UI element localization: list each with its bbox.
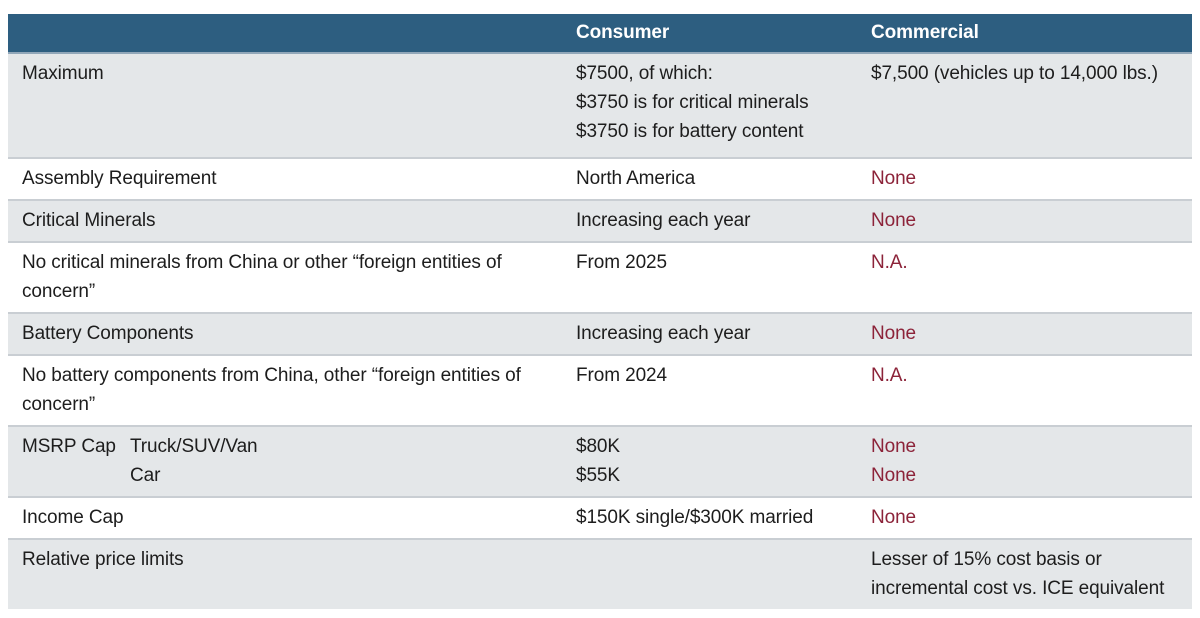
msrp-cap-label: MSRP Cap [22,436,116,457]
consumer-line: $55K [576,465,620,486]
consumer-value: $80K $55K [576,427,871,496]
table-row-critical-minerals: Critical Minerals Increasing each year N… [8,199,1192,241]
consumer-line: $80K [576,436,620,457]
table-header-row: Consumer Commercial [8,14,1192,52]
consumer-line: $3750 is for critical minerals [576,92,809,113]
table-row-assembly-requirement: Assembly Requirement North America None [8,157,1192,199]
row-label: Assembly Requirement [22,168,217,189]
commercial-value: None [871,168,917,189]
header-blank-cell [8,14,576,52]
commercial-value: None [871,210,917,231]
table-row-no-critical-minerals: No critical minerals from China or other… [8,241,1192,312]
commercial-value: None [871,323,917,344]
commercial-value: None [871,507,917,528]
row-label: Relative price limits [22,549,184,570]
commercial-line: incremental cost vs. ICE equivalent [871,578,1165,599]
commercial-value: None None [871,427,1192,496]
msrp-sublabel: Truck/SUV/Van [130,436,258,457]
commercial-value: N.A. [871,365,908,386]
consumer-value: Increasing each year [576,323,751,344]
header-consumer: Consumer [576,22,670,43]
table-row-income-cap: Income Cap $150K single/$300K married No… [8,496,1192,538]
row-label: No critical minerals from China or other… [22,252,502,302]
commercial-value: Lesser of 15% cost basis or incremental … [871,540,1192,609]
consumer-value: $7500, of which: $3750 is for critical m… [576,54,871,157]
consumer-value: North America [576,168,696,189]
row-label: Battery Components [22,323,194,344]
consumer-value: $150K single/$300K married [576,507,814,528]
commercial-value: N.A. [871,252,908,273]
msrp-sublabel: Car [130,465,161,486]
ev-tax-credit-comparison-table: Consumer Commercial Maximum $7500, of wh… [8,14,1192,609]
row-label: Income Cap [22,507,124,528]
table-row-maximum: Maximum $7500, of which: $3750 is for cr… [8,52,1192,157]
commercial-line: None [871,436,917,457]
consumer-value: Increasing each year [576,210,751,231]
commercial-line: Lesser of 15% cost basis or [871,549,1102,570]
commercial-value: $7,500 (vehicles up to 14,000 lbs.) [871,63,1158,84]
table-row-msrp-cap: MSRP Cap Truck/SUV/Van Car $80K $55K Non… [8,425,1192,496]
table-row-relative-price-limits: Relative price limits Lesser of 15% cost… [8,538,1192,609]
row-label: Maximum [22,63,104,84]
consumer-value [576,540,871,609]
row-label: MSRP Cap Truck/SUV/Van Car [8,427,576,496]
header-commercial: Commercial [871,22,979,43]
commercial-line: None [871,465,917,486]
row-label: Critical Minerals [22,210,156,231]
consumer-line: $3750 is for battery content [576,121,804,142]
consumer-line: $7500, of which: [576,63,713,84]
table-row-battery-components: Battery Components Increasing each year … [8,312,1192,354]
consumer-value: From 2025 [576,252,667,273]
consumer-value: From 2024 [576,365,667,386]
table-row-no-battery-components: No battery components from China, other … [8,354,1192,425]
row-label: No battery components from China, other … [22,365,521,415]
